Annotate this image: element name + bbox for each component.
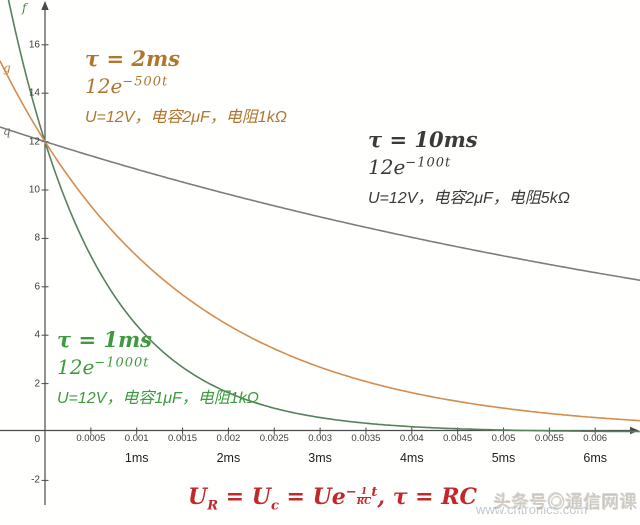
curve-f: [7, 0, 640, 433]
curve-label-q: q: [3, 124, 11, 138]
axis-ticks: [41, 44, 596, 481]
x-tick-label: 0.005: [491, 433, 516, 444]
y-tick-label: -2: [31, 474, 40, 486]
x-tick-label: 0.0025: [259, 433, 289, 444]
curve-label-f: f: [22, 1, 27, 15]
x-tick-label: 0.003: [308, 433, 332, 444]
x-tick-label: 0.0035: [351, 433, 381, 444]
y-tick-label: 10: [28, 184, 40, 196]
circuit-description: U=12V，电容1μF，电阻1kΩ: [57, 390, 259, 407]
x-tick-label: 0.0055: [534, 433, 564, 444]
curves-layer: [0, 0, 640, 433]
curve-q: [0, 126, 640, 282]
origin-label: 0: [34, 434, 40, 445]
site-watermark: www.cntronics.com: [476, 502, 588, 517]
circuit-description: U=12V，电容2μF，电阻1kΩ: [85, 109, 287, 126]
annotation-tau-2ms: τ = 2ms 12e−500t U=12V，电容2μF，电阻1kΩ: [85, 46, 287, 127]
curve-g: [0, 60, 640, 422]
tau-label: τ = 1ms: [57, 327, 153, 352]
x-ms-label: 6ms: [583, 451, 607, 465]
y-tick-label: 14: [28, 87, 40, 99]
y-tick-label: 16: [28, 39, 40, 51]
y-tick-label: 8: [34, 232, 40, 244]
y-tick-label: 2: [34, 378, 40, 390]
x-tick-label: 0.006: [583, 433, 608, 444]
x-ms-label: 4ms: [399, 451, 424, 465]
x-axis-arrow: [630, 426, 639, 435]
y-axis-arrow: [41, 1, 49, 10]
x-tick-label: 0.004: [399, 433, 424, 444]
y-tick-label: 12: [28, 136, 40, 148]
function-label: 12e−1000t: [57, 355, 150, 379]
formula-caption: UR = Uc = Ue− 1 RC t, τ = RC: [188, 484, 478, 514]
x-tick-label: 0.0005: [76, 433, 106, 444]
x-tick-label: 0.0015: [168, 433, 198, 444]
x-tick-label: 0.0045: [443, 433, 473, 444]
x-ms-label: 2ms: [216, 451, 241, 465]
x-ms-label: 5ms: [491, 451, 516, 465]
y-tick-label: 4: [34, 329, 40, 341]
tau-label: τ = 2ms: [85, 46, 181, 71]
x-ms-label: 1ms: [124, 451, 149, 465]
x-ms-label: 3ms: [308, 451, 332, 465]
toutiao-watermark: 头条号◎通信网课: [494, 493, 638, 512]
toutiao-logo-icon: ◎: [548, 493, 566, 512]
curve-label-g: g: [3, 61, 11, 75]
annotation-tau-10ms: τ = 10ms 12e−100t U=12V，电容2μF，电阻5kΩ: [368, 127, 570, 208]
y-tick-label: 6: [34, 281, 40, 293]
x-tick-label: 0.002: [216, 433, 241, 444]
annotation-tau-1ms: τ = 1ms 12e−1000t U=12V，电容1μF，电阻1kΩ: [57, 327, 259, 408]
circuit-description: U=12V，电容2μF，电阻5kΩ: [368, 190, 570, 207]
function-label: 12e−500t: [85, 74, 169, 98]
x-tick-label: 0.001: [124, 433, 149, 444]
tau-label: τ = 10ms: [368, 127, 478, 152]
function-label: 12e−100t: [368, 155, 452, 179]
